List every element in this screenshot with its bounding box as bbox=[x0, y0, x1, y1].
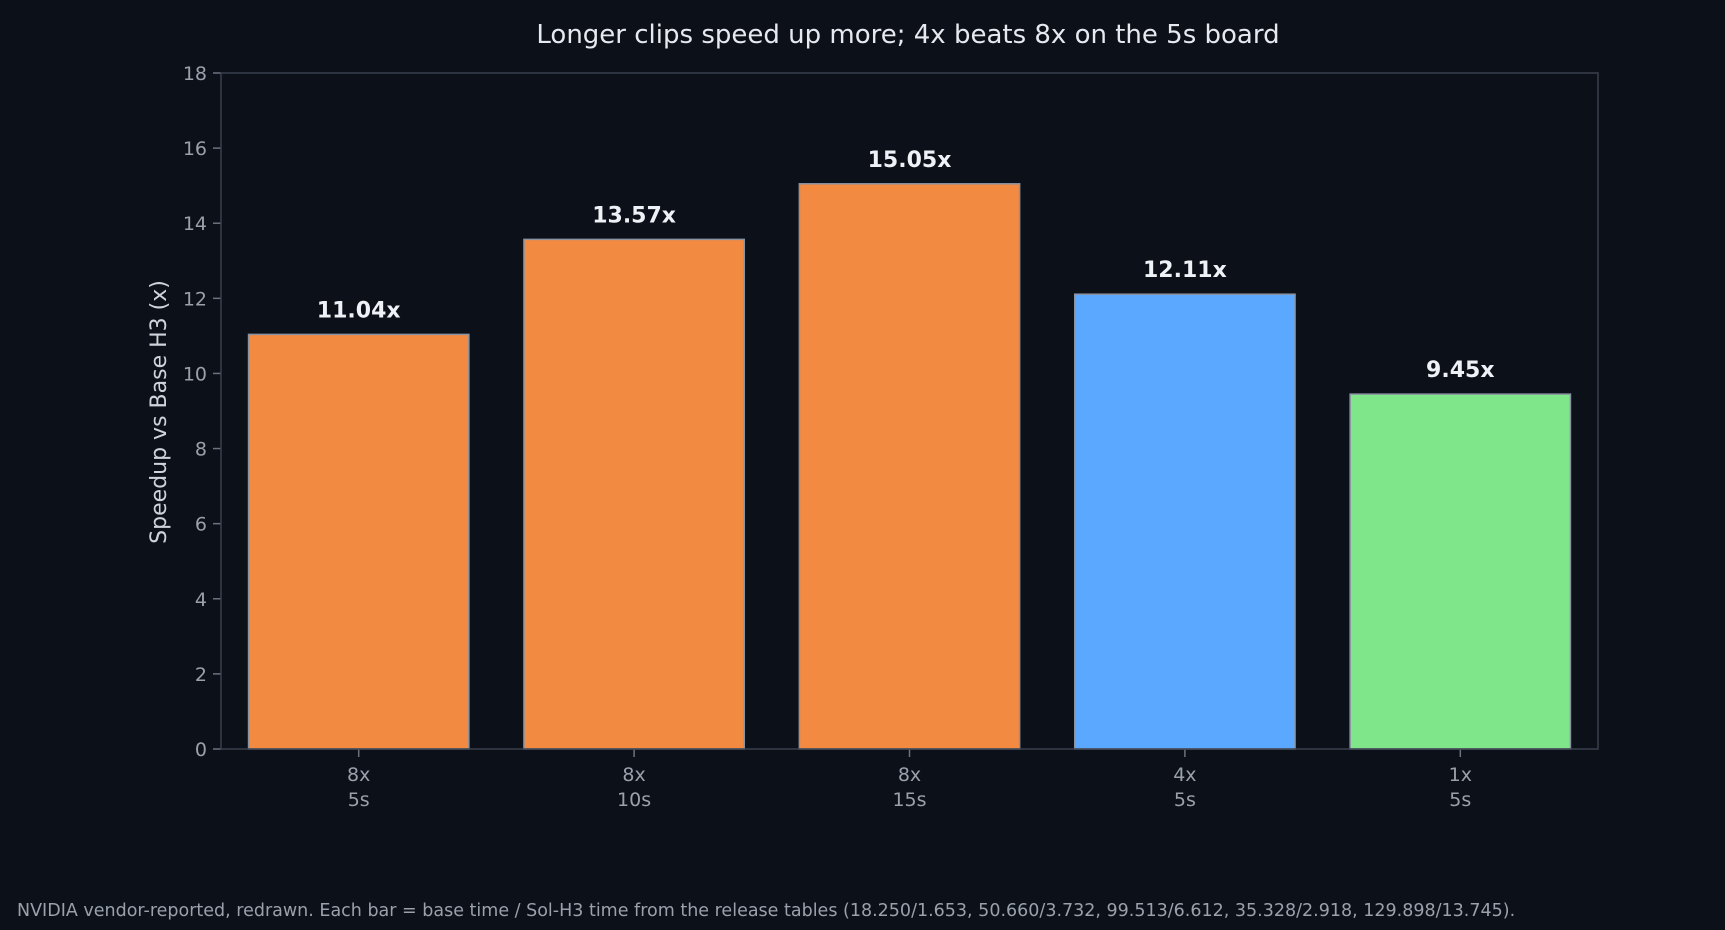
bar-value-label: 15.05x bbox=[868, 148, 952, 173]
x-axis: 8x 5s 8x 10s 8x 15s 4x 5s 1x 5s bbox=[347, 749, 1472, 811]
y-tick-label: 10 bbox=[183, 363, 207, 385]
bar bbox=[247, 333, 470, 750]
x-tick-label-line1: 4x bbox=[1173, 764, 1196, 786]
bar-value-label: 9.45x bbox=[1426, 358, 1494, 383]
x-tick-label-line2: 15s bbox=[892, 789, 926, 811]
plot-frame bbox=[220, 72, 1599, 750]
y-tick-label: 4 bbox=[195, 589, 207, 611]
x-tick-label-line2: 5s bbox=[1174, 789, 1196, 811]
y-tick-label: 14 bbox=[183, 213, 207, 235]
y-tick-label: 18 bbox=[183, 63, 207, 85]
x-tick-label-line2: 10s bbox=[617, 789, 651, 811]
x-tick-label-line1: 8x bbox=[622, 764, 645, 786]
bar bbox=[1073, 293, 1296, 750]
bar-series bbox=[247, 183, 1572, 750]
x-tick-label-line1: 8x bbox=[898, 764, 921, 786]
bar-value-label: 13.57x bbox=[592, 203, 676, 228]
x-tick-label-line1: 8x bbox=[347, 764, 370, 786]
bar bbox=[523, 238, 746, 750]
y-tick-label: 16 bbox=[183, 138, 207, 160]
y-axis-label: Speedup vs Base H3 (x) bbox=[147, 280, 172, 544]
y-tick-label: 2 bbox=[195, 664, 207, 686]
x-tick-label-line1: 1x bbox=[1449, 764, 1472, 786]
chart-title: Longer clips speed up more; 4x beats 8x … bbox=[536, 20, 1279, 50]
y-tick-label: 0 bbox=[195, 739, 207, 761]
bar bbox=[1349, 393, 1572, 750]
y-tick-label: 6 bbox=[195, 514, 207, 536]
x-tick-label-line2: 5s bbox=[348, 789, 370, 811]
x-tick-label-line2: 5s bbox=[1449, 789, 1471, 811]
y-tick-label: 8 bbox=[195, 439, 207, 461]
data-labels: 11.04x 13.57x 15.05x 12.11x 9.45x bbox=[317, 148, 1495, 383]
bar bbox=[798, 183, 1021, 750]
bar-value-label: 12.11x bbox=[1143, 258, 1227, 283]
footnote: NVIDIA vendor-reported, redrawn. Each ba… bbox=[17, 901, 1515, 921]
y-axis: 0 2 4 6 8 10 12 14 16 18 bbox=[183, 63, 221, 761]
bar-value-label: 11.04x bbox=[317, 298, 401, 323]
y-tick-label: 12 bbox=[183, 288, 207, 310]
